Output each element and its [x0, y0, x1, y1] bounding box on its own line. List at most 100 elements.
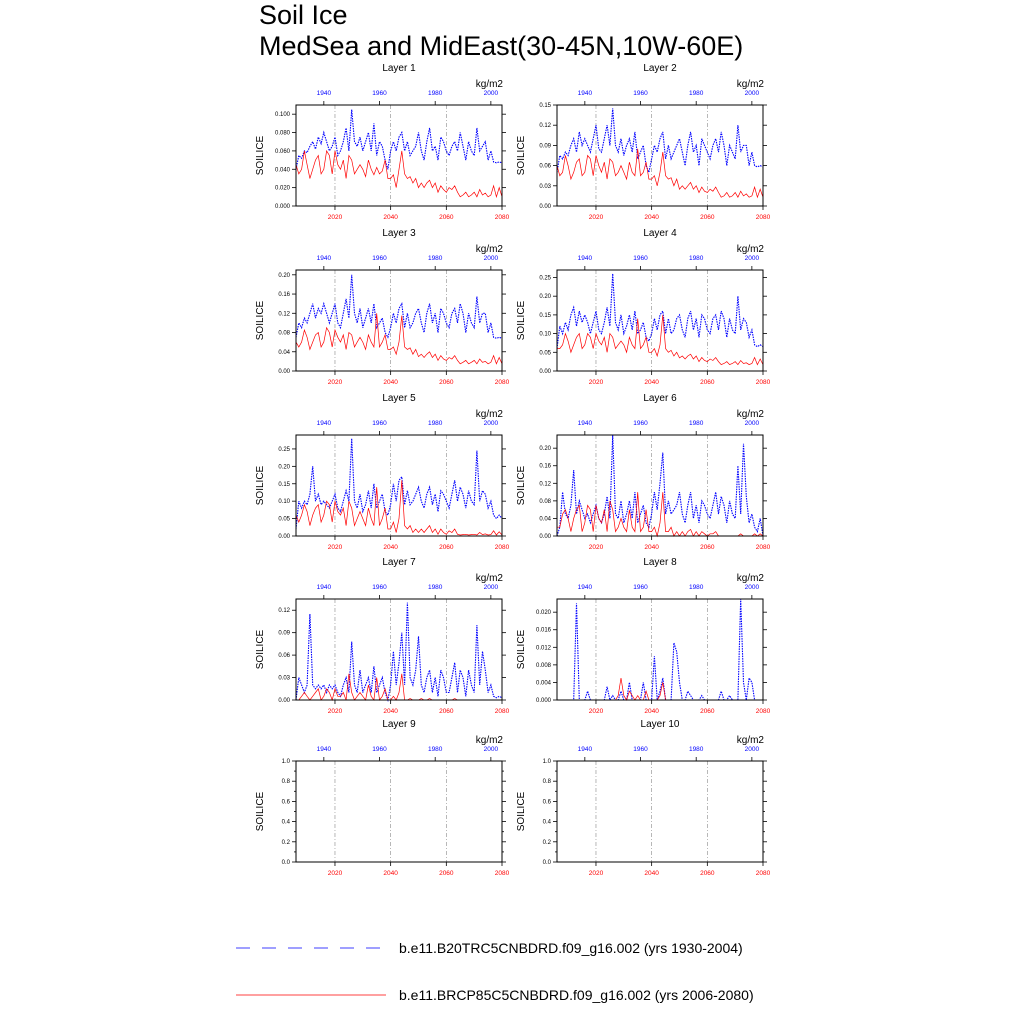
legend-label: b.e11.BRCP85C5CNBDRD.f09_g16.002 (yrs 20… [399, 987, 754, 1003]
chart-panel-9: Layer 9 kg/m2 0.0 0.2 0.4 0.6 0.8 1.0 SOILICE 194… [255, 719, 510, 877]
x-top-tick-label: 1940 [317, 584, 332, 591]
plot-frame [295, 269, 503, 372]
page-subtitle: MedSea and MidEast(30-45N,10W-60E) [259, 31, 744, 61]
x-bottom-tick-label: 2040 [383, 870, 398, 877]
y-tick-label: 0.03 [539, 184, 551, 190]
x-top-tick-label: 1980 [428, 255, 443, 262]
x-top-tick-label: 1980 [428, 584, 443, 591]
y-tick-label: 0.04 [539, 516, 551, 522]
x-bottom-tick-label: 2020 [328, 379, 343, 386]
x-bottom-tick-label: 2020 [589, 379, 604, 386]
units-label: kg/m2 [476, 79, 504, 90]
y-tick-label: 0.08 [539, 499, 551, 505]
plot-frame [295, 434, 503, 537]
panel-title: Layer 3 [382, 228, 416, 239]
x-top-tick-label: 2000 [484, 584, 499, 591]
x-bottom-tick-label: 2080 [756, 214, 771, 221]
units-label: kg/m2 [737, 735, 765, 746]
x-bottom-tick-label: 2040 [644, 544, 659, 551]
plot-frame [295, 760, 503, 863]
x-bottom-tick-label: 2060 [700, 544, 715, 551]
x-bottom-tick-label: 2040 [644, 708, 659, 715]
series-line-historical [557, 598, 763, 702]
panel-title: Layer 7 [382, 557, 416, 568]
x-top-tick-label: 1980 [689, 420, 704, 427]
y-tick-label: 0.12 [539, 123, 551, 129]
y-tick-label: 0.020 [275, 186, 291, 192]
y-tick-label: 0.016 [536, 628, 552, 634]
series-line-rcp85 [295, 149, 503, 199]
x-bottom-tick-label: 2080 [756, 708, 771, 715]
y-tick-label: 0.12 [539, 481, 551, 487]
panel-title: Layer 8 [643, 557, 677, 568]
y-tick-label: 0.020 [536, 610, 552, 616]
units-label: kg/m2 [737, 79, 765, 90]
x-bottom-tick-label: 2020 [589, 708, 604, 715]
panel-title: Layer 2 [643, 63, 677, 74]
title-block: Soil Ice MedSea and MidEast(30-45N,10W-6… [259, 0, 743, 62]
plot-frame [556, 104, 764, 207]
y-axis-label: SOILICE [516, 791, 527, 831]
x-bottom-tick-label: 2060 [439, 708, 454, 715]
x-top-tick-label: 1980 [689, 255, 704, 262]
y-tick-label: 0.15 [278, 482, 290, 488]
x-top-tick-label: 1940 [578, 255, 593, 262]
x-bottom-tick-label: 2080 [756, 379, 771, 386]
y-tick-label: 0.20 [539, 294, 551, 300]
units-label: kg/m2 [737, 409, 765, 420]
x-top-tick-label: 2000 [484, 746, 499, 753]
x-top-tick-label: 1940 [317, 746, 332, 753]
x-bottom-tick-label: 2020 [328, 214, 343, 221]
y-tick-label: 0.05 [278, 517, 290, 523]
plot-frame [295, 104, 503, 207]
x-top-tick-label: 1980 [689, 746, 704, 753]
series-line-historical [295, 109, 503, 170]
y-tick-label: 0.0 [543, 860, 552, 866]
y-tick-label: 0.080 [275, 131, 291, 137]
y-tick-label: 0.004 [536, 680, 552, 686]
chart-panel-10: Layer 10 kg/m2 0.0 0.2 0.4 0.6 0.8 1.0 SOILICE 19… [516, 719, 771, 877]
y-axis-label: SOILICE [255, 465, 266, 505]
y-tick-label: 0.10 [278, 499, 290, 505]
y-tick-label: 0.25 [539, 275, 551, 281]
x-bottom-tick-label: 2060 [700, 870, 715, 877]
y-tick-label: 1.0 [282, 759, 291, 765]
x-top-tick-label: 1980 [689, 90, 704, 97]
panel-title: Layer 5 [382, 393, 416, 404]
series-line-rcp85 [296, 673, 502, 702]
x-bottom-tick-label: 2020 [328, 870, 343, 877]
x-top-tick-label: 1960 [633, 746, 648, 753]
y-tick-label: 0.16 [278, 292, 290, 298]
x-bottom-tick-label: 2080 [495, 708, 510, 715]
x-top-tick-label: 1940 [317, 90, 332, 97]
x-bottom-tick-label: 2060 [439, 214, 454, 221]
y-tick-label: 0.4 [543, 820, 552, 826]
panel-title: Layer 10 [641, 719, 680, 730]
y-tick-label: 0.03 [278, 676, 290, 682]
y-tick-label: 0.8 [543, 779, 552, 785]
y-tick-label: 0.4 [282, 820, 291, 826]
x-bottom-tick-label: 2060 [700, 214, 715, 221]
x-top-tick-label: 1960 [633, 255, 648, 262]
chart-panel-5: Layer 5 kg/m2 0.00 0.05 0.10 0.15 0.20 0.25 SOIL… [255, 393, 510, 551]
y-tick-label: 0.09 [278, 631, 290, 637]
x-bottom-tick-label: 2020 [589, 214, 604, 221]
x-top-tick-label: 1960 [372, 746, 387, 753]
chart-panel-6: Layer 6 kg/m2 0.00 0.04 0.08 0.12 0.16 0.20 SOIL… [516, 393, 771, 551]
x-bottom-tick-label: 2040 [644, 214, 659, 221]
chart-panel-2: Layer 2 kg/m2 0.00 0.03 0.06 0.09 0.12 0.15 SOIL… [516, 63, 771, 221]
units-label: kg/m2 [737, 573, 765, 584]
x-top-tick-label: 2000 [745, 584, 760, 591]
y-tick-label: 0.00 [278, 534, 290, 540]
y-tick-label: 0.05 [539, 350, 551, 356]
plot-frame [556, 269, 764, 372]
y-axis-label: SOILICE [516, 300, 527, 340]
legend-label: b.e11.B20TRC5CNBDRD.f09_g16.002 (yrs 193… [399, 940, 743, 956]
plot-frame [556, 434, 764, 537]
x-top-tick-label: 1960 [372, 90, 387, 97]
x-top-tick-label: 1940 [578, 420, 593, 427]
y-axis-label: SOILICE [255, 135, 266, 175]
x-top-tick-label: 1940 [317, 255, 332, 262]
y-tick-label: 0.04 [278, 350, 290, 356]
